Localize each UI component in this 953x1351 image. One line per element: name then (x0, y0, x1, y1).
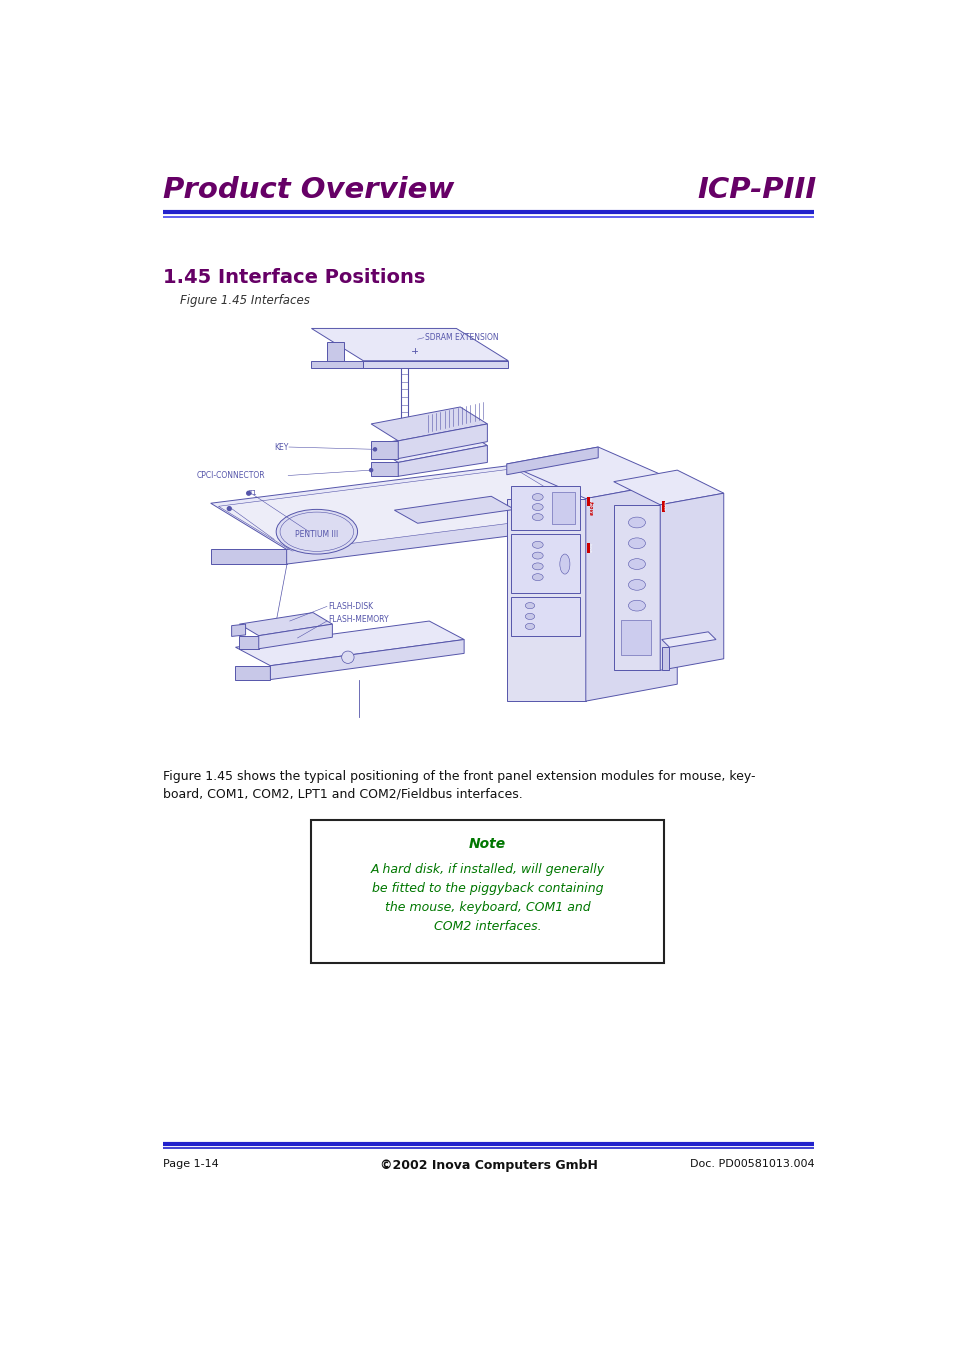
Polygon shape (232, 624, 245, 636)
Polygon shape (311, 328, 508, 361)
Polygon shape (270, 639, 464, 680)
Polygon shape (394, 496, 514, 523)
Text: Doc. PD00581013.004: Doc. PD00581013.004 (689, 1159, 814, 1169)
Text: ©2002 Inova Computers GmbH: ©2002 Inova Computers GmbH (379, 1159, 598, 1173)
Polygon shape (397, 424, 487, 458)
Polygon shape (286, 511, 598, 565)
Text: inova: inova (661, 501, 665, 511)
Polygon shape (659, 493, 723, 670)
Polygon shape (613, 470, 723, 505)
Polygon shape (510, 485, 579, 530)
Polygon shape (506, 447, 598, 474)
Circle shape (227, 507, 231, 511)
Ellipse shape (532, 493, 542, 500)
Ellipse shape (532, 563, 542, 570)
Polygon shape (327, 342, 344, 361)
Text: A hard disk, if installed, will generally
be fitted to the piggyback containing
: A hard disk, if installed, will generall… (371, 863, 604, 932)
Polygon shape (661, 647, 669, 670)
Text: T1: T1 (248, 490, 256, 496)
Text: 1.45 Interface Positions: 1.45 Interface Positions (163, 267, 425, 286)
Polygon shape (218, 469, 587, 551)
Polygon shape (211, 463, 598, 550)
Ellipse shape (532, 574, 542, 581)
Circle shape (369, 469, 373, 471)
Polygon shape (211, 550, 286, 565)
Ellipse shape (532, 542, 542, 549)
Bar (587, 543, 589, 553)
Ellipse shape (628, 559, 645, 570)
Text: PENTIUM III: PENTIUM III (294, 530, 338, 539)
Circle shape (373, 447, 376, 451)
Text: inova: inova (587, 501, 593, 516)
Polygon shape (661, 632, 716, 647)
Text: CPCI-CONNECTOR: CPCI-CONNECTOR (196, 471, 265, 480)
Ellipse shape (532, 504, 542, 511)
Ellipse shape (525, 603, 534, 609)
Polygon shape (585, 482, 677, 701)
Bar (587, 497, 589, 507)
Ellipse shape (525, 613, 534, 620)
Text: Product Overview: Product Overview (163, 177, 455, 204)
Polygon shape (371, 428, 487, 462)
Text: Figure 1.45 Interfaces: Figure 1.45 Interfaces (179, 295, 310, 307)
Text: Page 1-14: Page 1-14 (163, 1159, 219, 1169)
Text: inova: inova (587, 543, 591, 553)
Ellipse shape (628, 600, 645, 611)
Text: inova: inova (587, 497, 591, 507)
Ellipse shape (525, 623, 534, 630)
Polygon shape (235, 621, 464, 666)
Bar (551, 492, 575, 524)
Polygon shape (371, 407, 487, 440)
Text: FLASH-MEMORY: FLASH-MEMORY (328, 615, 389, 624)
Polygon shape (506, 499, 585, 701)
Polygon shape (371, 440, 397, 458)
Bar (311, 820, 663, 963)
Polygon shape (235, 666, 270, 680)
Polygon shape (510, 534, 579, 593)
Ellipse shape (628, 517, 645, 528)
Polygon shape (371, 462, 397, 477)
Polygon shape (311, 361, 363, 369)
Ellipse shape (276, 509, 357, 554)
Polygon shape (239, 612, 332, 636)
Polygon shape (506, 447, 677, 499)
Ellipse shape (628, 538, 645, 549)
Ellipse shape (532, 513, 542, 520)
Polygon shape (397, 446, 487, 477)
Polygon shape (510, 597, 579, 636)
Ellipse shape (559, 554, 569, 574)
Text: Figure 1.45 shows the typical positioning of the front panel extension modules f: Figure 1.45 shows the typical positionin… (163, 770, 755, 784)
Polygon shape (239, 636, 258, 648)
Ellipse shape (532, 553, 542, 559)
Ellipse shape (628, 580, 645, 590)
Polygon shape (613, 505, 659, 670)
Text: ICP-PIII: ICP-PIII (697, 177, 816, 204)
Text: SDRAM EXTENSION: SDRAM EXTENSION (425, 334, 498, 342)
Polygon shape (258, 624, 332, 648)
Bar (661, 501, 664, 512)
Text: Note: Note (469, 838, 506, 851)
Polygon shape (363, 361, 508, 369)
Text: board, COM1, COM2, LPT1 and COM2/Fieldbus interfaces.: board, COM1, COM2, LPT1 and COM2/Fieldbu… (163, 788, 522, 800)
Text: KEY: KEY (274, 443, 288, 451)
Circle shape (341, 651, 354, 663)
Bar (620, 620, 650, 655)
Text: FLASH-DISK: FLASH-DISK (328, 603, 374, 611)
Circle shape (247, 492, 251, 496)
